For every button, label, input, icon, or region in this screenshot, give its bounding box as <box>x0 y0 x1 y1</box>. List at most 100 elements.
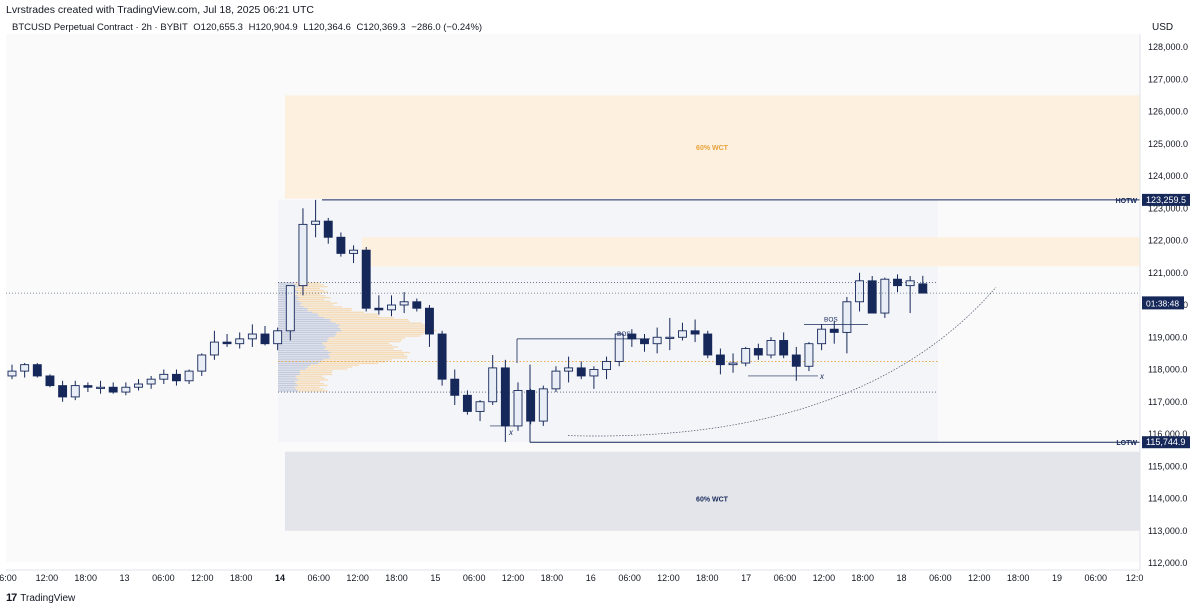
candle-body <box>614 333 624 362</box>
time-tick-label: 18:00 <box>74 573 97 583</box>
volume-profile-bar-up <box>341 329 437 332</box>
price-tick-label: 114,000.0 <box>1148 494 1187 504</box>
volume-profile-bar-down <box>278 333 337 335</box>
volume-profile-bar-down <box>278 324 340 326</box>
volume-profile-bar-down <box>278 381 295 383</box>
candle-body <box>564 367 574 372</box>
volume-profile-bar-down <box>278 318 331 321</box>
time-tick-label: 13 <box>120 573 130 583</box>
time-tick-label: 18:00 <box>385 573 408 583</box>
volume-profile-bar-down <box>278 340 328 343</box>
volume-profile-bar-up <box>296 377 325 379</box>
price-tick-label: 116,000.0 <box>1148 429 1187 439</box>
volume-profile-bar-down <box>278 317 325 319</box>
volume-profile-bar-up <box>299 297 331 299</box>
price-tick-label: 119,000.0 <box>1148 332 1187 342</box>
candle-body <box>311 220 321 225</box>
volume-profile-bar-down <box>278 364 311 366</box>
candle-body <box>753 348 763 356</box>
sweep-marker-1: x <box>508 428 514 437</box>
volume-profile-bar-down <box>278 350 328 352</box>
time-tick-label: 12:0 <box>1126 573 1144 583</box>
supply-zone-upper <box>285 95 1140 199</box>
volume-profile-bar-down <box>278 362 319 365</box>
candle-body <box>703 333 713 356</box>
volume-profile-bar-down <box>278 342 323 345</box>
candle-body <box>146 378 156 385</box>
currency-label: USD <box>1152 22 1174 33</box>
volume-profile-bar-up <box>298 291 329 293</box>
volume-profile-bar-down <box>278 329 342 332</box>
candle-body <box>273 330 283 345</box>
volume-profile-bar-up <box>329 357 408 359</box>
candle-body <box>589 369 599 377</box>
lotw-label: LOTW <box>1116 440 1137 447</box>
volume-profile-bar-up <box>299 370 333 372</box>
volume-profile-bar-down <box>278 390 298 392</box>
symbol-legend[interactable]: BTCUSD Perpetual Contract · 2h · BYBIT O… <box>12 22 482 33</box>
volume-profile-bar-down <box>278 311 313 313</box>
candle-body <box>450 378 460 396</box>
time-tick-label: 12:00 <box>657 573 680 583</box>
candle-body <box>7 370 17 377</box>
volume-profile-bar-down <box>278 339 328 341</box>
volume-profile-bar-up <box>295 375 323 377</box>
volume-profile-bar-down <box>278 337 329 339</box>
candle-body <box>134 383 143 388</box>
volume-profile-bar-up <box>296 284 324 286</box>
hotw-price-value: 123,259.5 <box>1146 195 1186 205</box>
candle-body <box>260 333 270 345</box>
candle-body <box>640 338 649 345</box>
time-tick-label: 17 <box>741 573 751 583</box>
volume-profile-bar-down <box>278 344 324 346</box>
time-tick-label: 16 <box>586 573 596 583</box>
candle-body <box>665 336 675 339</box>
volume-profile-bar-down <box>278 320 331 323</box>
volume-profile-bar-down <box>278 322 336 324</box>
price-tick-label: 123,000.0 <box>1148 203 1188 213</box>
volume-profile-bar-down <box>278 388 297 390</box>
volume-profile-bar-down <box>278 375 296 377</box>
candle-body <box>247 333 257 340</box>
volume-profile-bar-up <box>330 318 409 321</box>
volume-profile-bar-down <box>278 328 341 330</box>
lower-zone-label: 60% WCT <box>696 497 729 504</box>
time-tick-label: 6:00 <box>0 573 17 583</box>
candle-body <box>58 385 68 398</box>
chart-credit: Lvrstrades created with TradingView.com,… <box>6 4 314 16</box>
time-tick-label: 06:00 <box>929 573 952 583</box>
tradingview-logo-icon: 17 <box>6 592 17 604</box>
candle-body <box>715 354 725 366</box>
price-tick-label: 127,000.0 <box>1148 74 1188 84</box>
upper-zone-label: 60% WCT <box>696 145 729 152</box>
time-tick-label: 06:00 <box>308 573 331 583</box>
volume-profile-bar-up <box>296 289 324 292</box>
candle-body <box>741 348 751 364</box>
volume-profile-bar-up <box>327 339 403 341</box>
volume-profile-bar-up <box>336 331 425 334</box>
sweep-marker-2: x <box>819 372 825 381</box>
volume-profile-bar-down <box>278 373 300 376</box>
candle-body <box>83 385 93 388</box>
volume-profile-bar-down <box>278 386 295 388</box>
countdown-tag <box>1142 296 1184 310</box>
price-tick-label: 115,000.0 <box>1148 461 1187 471</box>
candle-body <box>171 373 181 382</box>
volume-profile-bar-up <box>300 304 334 306</box>
time-tick-label: 19 <box>1052 573 1062 583</box>
volume-profile-bar-down <box>278 315 319 317</box>
candle-body <box>159 373 169 380</box>
bos-label-1: BOS <box>617 331 631 338</box>
time-tick-label: 18:00 <box>696 573 719 583</box>
volume-profile-bar-up <box>294 287 320 290</box>
low-value: L120,364.6 <box>303 22 351 33</box>
bos-label-2: BOS <box>824 316 838 323</box>
volume-profile-bar-up <box>328 353 405 355</box>
hotw-price-tag <box>1142 193 1190 206</box>
price-tick-label: 121,000.0 <box>1148 268 1188 278</box>
candle-body <box>184 370 194 382</box>
volume-profile-bar-up <box>325 346 398 348</box>
price-tick-label: 113,000.0 <box>1148 526 1187 536</box>
volume-profile-bar-up <box>330 320 410 323</box>
